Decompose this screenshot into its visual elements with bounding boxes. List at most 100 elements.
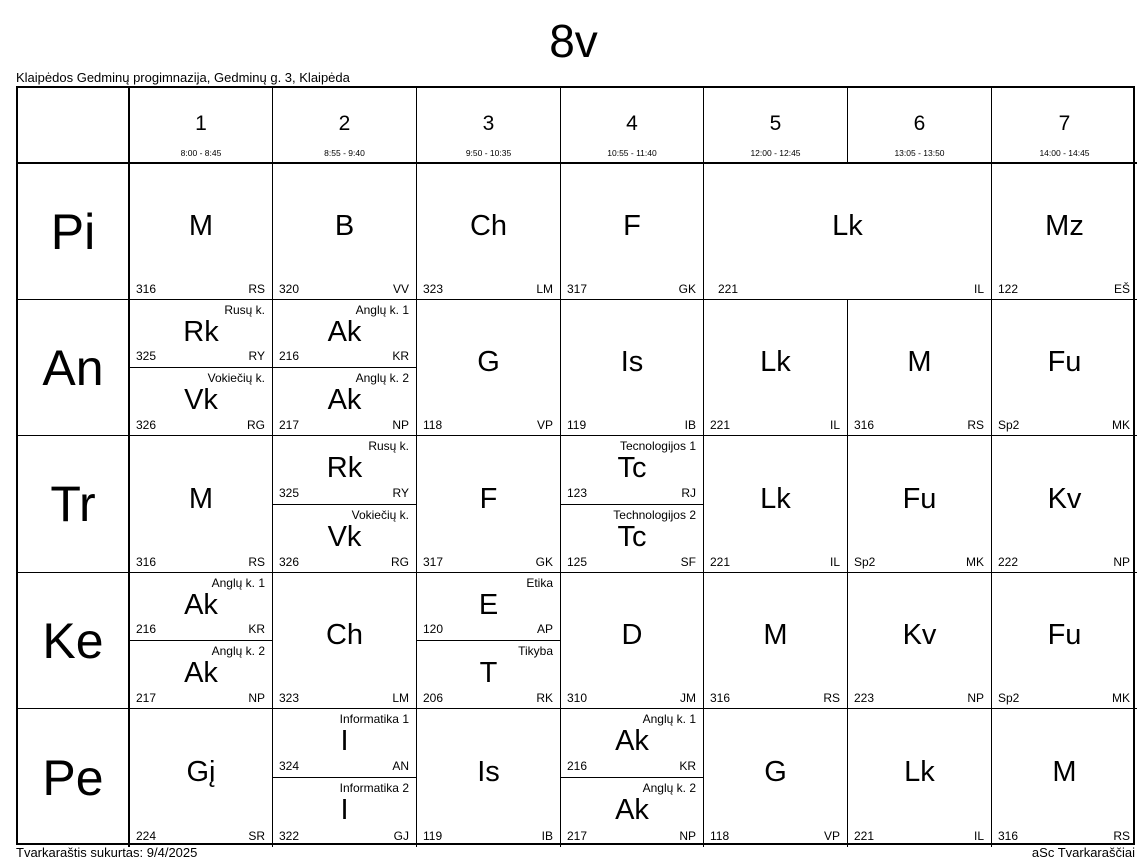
subject: T: [479, 657, 498, 689]
corner-cell: [18, 88, 130, 164]
room-number: 118: [710, 829, 730, 843]
room-number: 120: [423, 622, 444, 636]
subject: M: [188, 482, 214, 515]
period-number: 3: [482, 112, 495, 135]
teacher-code: KR: [248, 622, 265, 636]
subject: D: [621, 619, 643, 651]
teacher-code: MK: [966, 555, 984, 569]
teacher-code: IB: [684, 418, 696, 432]
group-label: Vokiečių k.: [207, 371, 265, 385]
lesson-cell: D 310 JM: [561, 573, 704, 709]
period-number: 7: [1058, 112, 1071, 135]
room-number: 316: [998, 829, 1019, 843]
room-number: 118: [423, 418, 443, 432]
lesson: Vk Vokiečių k. 326 RG: [130, 368, 272, 436]
teacher-code: MK: [1112, 691, 1130, 705]
room-number: 316: [710, 691, 731, 705]
lesson-cell: M 316 RS: [704, 573, 848, 709]
lesson-cell: Lk 221 IL: [704, 436, 848, 573]
lesson-cell: F 317 GK: [417, 436, 561, 573]
period-number: 6: [913, 112, 926, 135]
teacher-code: NP: [248, 691, 265, 705]
subject: G: [477, 346, 500, 378]
room-number: 123: [567, 485, 588, 500]
class-title: 8v: [549, 15, 598, 67]
period-time: 8:55 - 9:40: [324, 148, 365, 158]
room-number: 217: [136, 691, 157, 705]
room-number: 320: [279, 282, 300, 296]
subject: I: [340, 725, 349, 757]
room-number: 316: [136, 555, 157, 569]
group-label: Anglų k. 1: [642, 712, 696, 726]
subject: Tc: [617, 520, 647, 553]
period-time: 14:00 - 14:45: [1039, 148, 1090, 158]
subject: B: [334, 210, 355, 242]
lesson-cell: I Informatika 1 324 AN I Informatika 2 322 GJ: [273, 709, 417, 847]
lesson: F 317 GK: [561, 164, 703, 300]
subject: Ak: [184, 589, 218, 621]
lesson: Ch 323 LM: [273, 573, 416, 709]
room-number: 317: [567, 282, 588, 296]
lesson: Lk 221 IL: [848, 709, 991, 847]
lesson: G 118 VP: [704, 709, 847, 847]
teacher-code: GK: [678, 282, 696, 296]
room-number: 317: [423, 555, 444, 569]
lesson-cell: Gį 224 SR: [130, 709, 273, 847]
day-label: An: [18, 300, 130, 436]
room-number: 322: [279, 829, 300, 843]
room-number: 217: [279, 418, 300, 432]
period-header: 4 10:55 - 11:40: [561, 88, 704, 164]
lesson: Vk Vokiečių k. 326 RG: [273, 505, 416, 574]
subject: Gį: [186, 756, 216, 788]
period-time: 9:50 - 10:35: [465, 148, 512, 158]
lesson: T Tikyba 206 RK: [417, 641, 560, 709]
lesson: Is 119 IB: [417, 709, 560, 847]
room-number: Sp2: [998, 418, 1020, 432]
lesson-cell: Rk Rusų k. 325 RY Vk Vokiečių k. 326 RG: [130, 300, 273, 436]
lesson: Ch 323 LM: [417, 164, 560, 300]
lesson-cell: Ch 323 LM: [273, 573, 417, 709]
lesson-cell: Mz 122 EŠ: [992, 164, 1137, 300]
group-label: Anglų k. 2: [642, 781, 696, 795]
lesson-cell: F 317 GK: [561, 164, 704, 300]
teacher-code: NP: [967, 691, 984, 705]
teacher-code: LM: [392, 691, 409, 705]
lesson-cell: Is 119 IB: [417, 709, 561, 847]
lesson: Lk 221 IL: [704, 300, 847, 436]
room-number: 324: [279, 759, 300, 773]
lesson: E Etika 120 AP: [417, 573, 560, 641]
period-time: 13:05 - 13:50: [894, 148, 945, 158]
lesson: I Informatika 2 322 GJ: [273, 778, 416, 847]
room-number: 216: [136, 622, 157, 636]
teacher-code: RY: [248, 349, 265, 363]
teacher-code: RS: [248, 282, 265, 296]
teacher-code: MK: [1112, 418, 1130, 432]
subject: Is: [477, 756, 500, 788]
lesson-cell: Fu Sp2 MK: [992, 573, 1137, 709]
timetable-grid: 1 8:00 - 8:45 2 8:55 - 9:40 3 9:50 - 10:35 4 10…: [16, 86, 1137, 847]
teacher-code: VP: [536, 418, 553, 432]
lesson: Ak Anglų k. 1 216 KR: [561, 709, 703, 778]
period-header: 2 8:55 - 9:40: [273, 88, 417, 164]
room-number: 326: [136, 418, 157, 432]
teacher-code: RS: [1113, 829, 1130, 843]
room-number: 122: [998, 282, 1019, 296]
lesson: Kv 223 NP: [848, 573, 991, 709]
lesson-cell: M 316 RS: [130, 436, 273, 573]
period-time: 12:00 - 12:45: [750, 148, 801, 158]
subject: I: [340, 794, 349, 826]
group-label: Anglų k. 2: [355, 371, 409, 385]
lesson-cell: Ch 323 LM: [417, 164, 561, 300]
day-label: Pi: [18, 164, 130, 300]
lesson: Ak Anglų k. 2 217 NP: [130, 641, 272, 709]
teacher-code: SR: [248, 829, 265, 843]
lesson: Tc Technologijos 2 125 SF: [561, 505, 703, 574]
lesson-cell: Lk 221 IL: [704, 164, 992, 300]
teacher-code: VP: [823, 829, 840, 843]
group-label: Rusų k.: [368, 439, 409, 453]
teacher-code: RS: [823, 691, 840, 705]
lesson-cell: Lk 221 IL: [704, 300, 848, 436]
group-label: Etika: [526, 576, 553, 590]
teacher-code: EŠ: [1113, 282, 1130, 296]
subject: Kv: [902, 619, 937, 651]
